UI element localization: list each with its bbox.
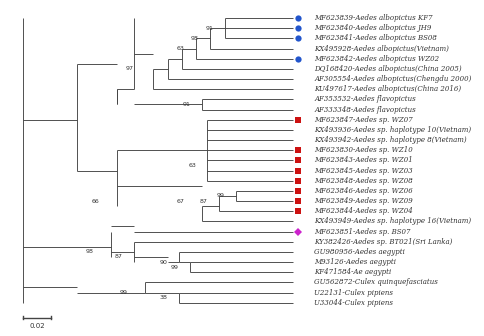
Text: GU562872-Culex quinquefasciatus: GU562872-Culex quinquefasciatus [314,279,437,286]
Text: 97: 97 [125,67,133,71]
Text: MF623846-Aedes sp. WZ06: MF623846-Aedes sp. WZ06 [314,187,412,195]
Text: KX493949-Aedes sp. haplotype 16(Vietnam): KX493949-Aedes sp. haplotype 16(Vietnam) [314,217,470,225]
Text: KU497617-Aedes albopictus(China 2016): KU497617-Aedes albopictus(China 2016) [314,85,460,93]
Text: 98: 98 [86,249,93,254]
Text: 66: 66 [91,199,99,204]
Text: 0.02: 0.02 [29,323,45,329]
Text: 38: 38 [160,295,167,300]
Text: 90: 90 [160,259,167,264]
Text: MF623844-Aedes sp. WZ04: MF623844-Aedes sp. WZ04 [314,207,412,215]
Text: 87: 87 [199,199,207,204]
Text: 67: 67 [177,199,184,204]
Text: MF623845-Aedes sp. WZ03: MF623845-Aedes sp. WZ03 [314,167,412,174]
Text: KF471584-Ae aegypti: KF471584-Ae aegypti [314,268,391,276]
Text: MF623851-Aedes sp. BS07: MF623851-Aedes sp. BS07 [314,227,410,236]
Text: 99: 99 [171,265,179,269]
Text: 99: 99 [216,194,224,199]
Text: MF623839-Aedes albopictus KF7: MF623839-Aedes albopictus KF7 [314,14,432,22]
Text: AF333348-Aedes flavopictus: AF333348-Aedes flavopictus [314,106,415,114]
Text: MF623830-Aedes sp. WZ10: MF623830-Aedes sp. WZ10 [314,146,412,154]
Text: AF305554-Aedes albopictus(Chengdu 2000): AF305554-Aedes albopictus(Chengdu 2000) [314,75,470,83]
Text: 63: 63 [177,46,184,51]
Text: 99: 99 [120,290,128,295]
Text: MF623840-Aedes albopictus JH9: MF623840-Aedes albopictus JH9 [314,24,431,32]
Text: AF353532-Aedes flavopictus: AF353532-Aedes flavopictus [314,95,415,103]
Text: 91: 91 [205,26,213,31]
Text: M93126-Aedes aegypti: M93126-Aedes aegypti [314,258,395,266]
Text: MF623848-Aedes sp. WZ08: MF623848-Aedes sp. WZ08 [314,177,412,185]
Text: U33044-Culex pipiens: U33044-Culex pipiens [314,299,393,307]
Text: MF623847-Aedes sp. WZ07: MF623847-Aedes sp. WZ07 [314,116,412,124]
Text: KX493942-Aedes sp. haplotype 8(Vietnam): KX493942-Aedes sp. haplotype 8(Vietnam) [314,136,466,144]
Text: 63: 63 [188,163,196,168]
Text: MF623841-Aedes albopictus BS08: MF623841-Aedes albopictus BS08 [314,34,436,42]
Text: MF623849-Aedes sp. WZ09: MF623849-Aedes sp. WZ09 [314,197,412,205]
Text: KY382426-Aedes sp. BT021(Sri Lanka): KY382426-Aedes sp. BT021(Sri Lanka) [314,238,452,246]
Text: U22131-Culex pipiens: U22131-Culex pipiens [314,289,393,297]
Text: KX493936-Aedes sp. haplotype 10(Vietnam): KX493936-Aedes sp. haplotype 10(Vietnam) [314,126,470,134]
Text: 87: 87 [114,254,122,259]
Text: MF623842-Aedes albopictus WZ02: MF623842-Aedes albopictus WZ02 [314,55,439,63]
Text: 98: 98 [191,36,198,41]
Text: DQ168420-Aedes albopictus(China 2005): DQ168420-Aedes albopictus(China 2005) [314,65,461,73]
Text: KX495928-Aedes albopictus(Vietnam): KX495928-Aedes albopictus(Vietnam) [314,45,448,52]
Text: 91: 91 [182,102,190,107]
Text: GU980956-Aedes aegypti: GU980956-Aedes aegypti [314,248,404,256]
Text: MF623843-Aedes sp. WZ01: MF623843-Aedes sp. WZ01 [314,156,412,164]
